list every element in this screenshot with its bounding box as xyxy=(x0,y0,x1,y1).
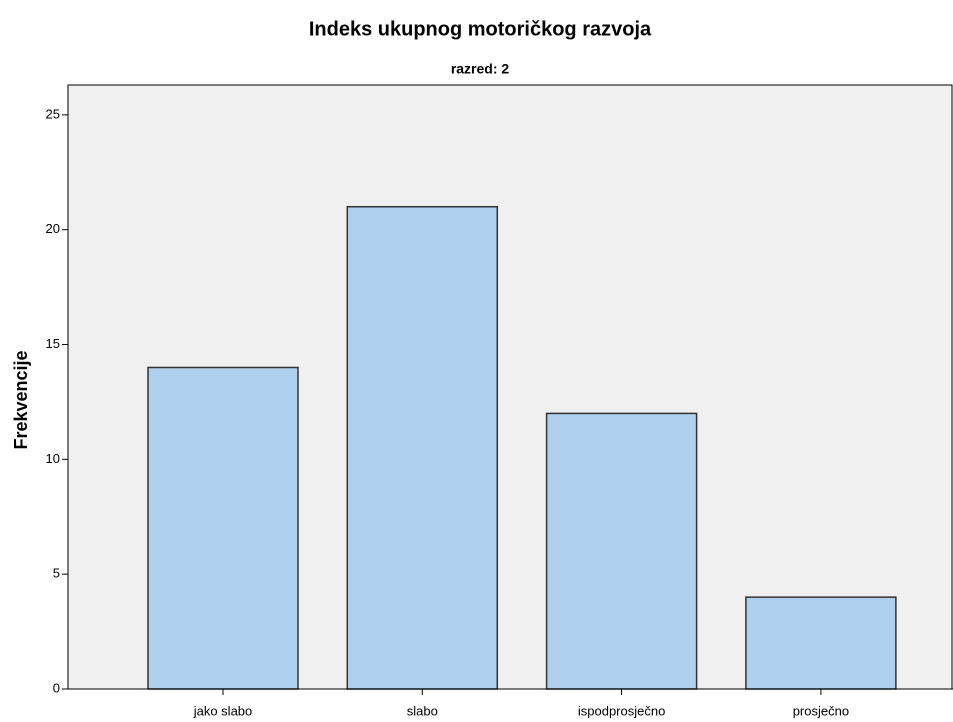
y-tick-label: 10 xyxy=(46,451,60,466)
y-axis-label: Frekvencije xyxy=(11,350,31,449)
y-tick-label: 20 xyxy=(46,221,60,236)
x-tick-label: slabo xyxy=(407,703,438,718)
x-tick-label: jako slabo xyxy=(193,703,253,718)
x-tick-label: prosječno xyxy=(793,703,849,718)
y-tick-label: 15 xyxy=(46,336,60,351)
chart-title: Indeks ukupnog motoričkog razvoja xyxy=(309,18,652,40)
y-tick-label: 5 xyxy=(53,566,60,581)
bar xyxy=(745,596,897,690)
bar xyxy=(147,366,299,690)
y-tick-label: 25 xyxy=(46,106,60,121)
y-tick-label: 0 xyxy=(53,680,60,695)
bar xyxy=(346,205,499,690)
x-tick-label: ispodprosječno xyxy=(578,703,665,718)
chart-subtitle: razred: 2 xyxy=(451,61,510,77)
bar xyxy=(545,412,698,690)
